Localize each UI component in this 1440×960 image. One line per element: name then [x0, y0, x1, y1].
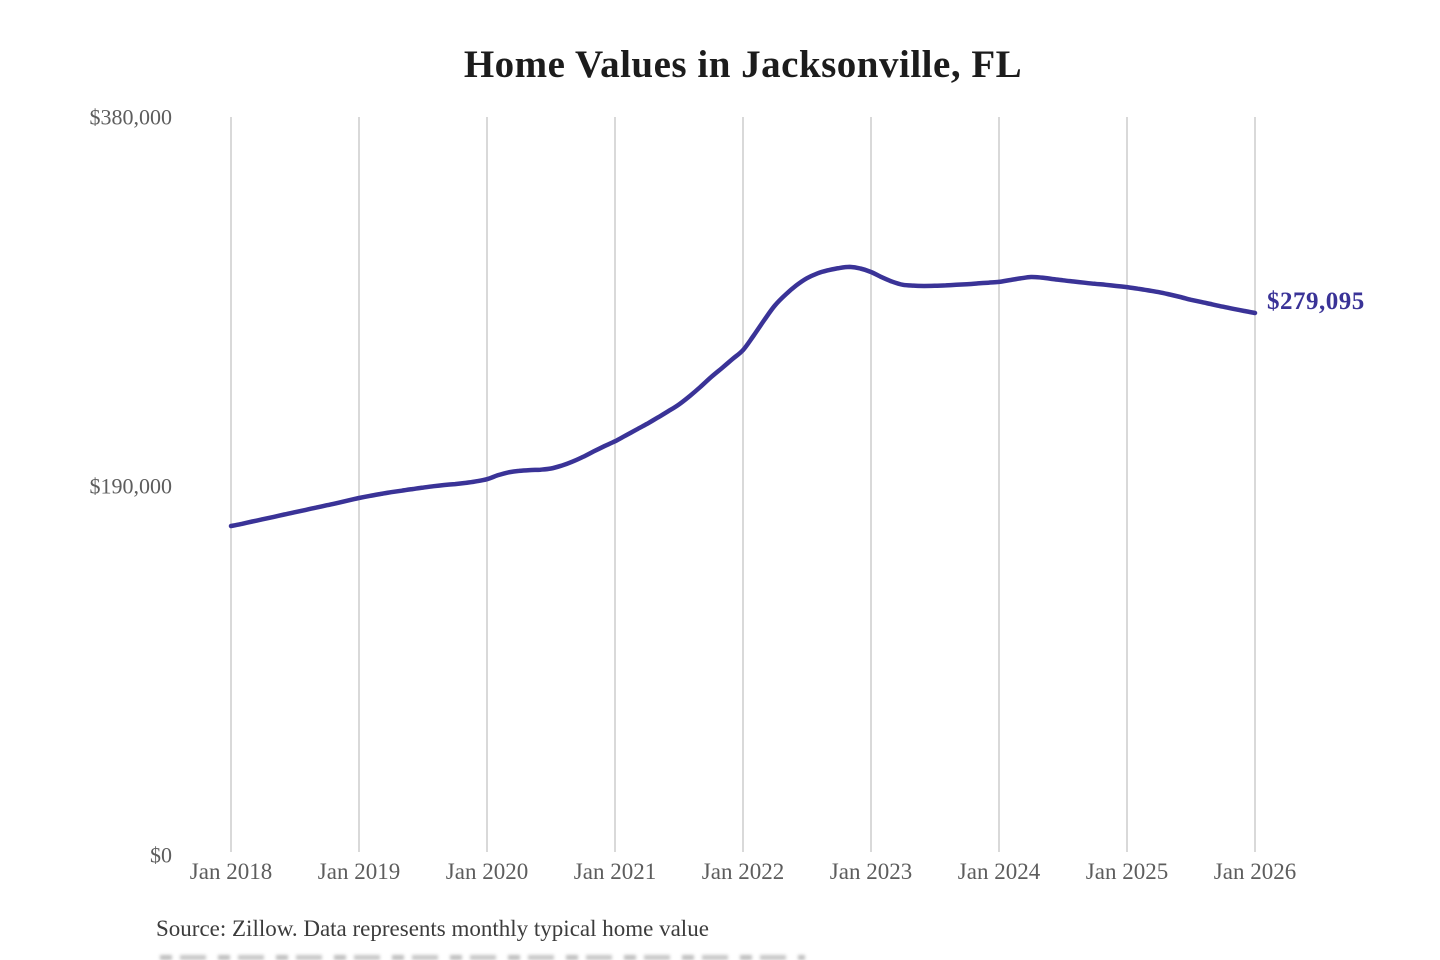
x-tick-label: Jan 2026 — [1214, 859, 1296, 884]
y-tick-label: $190,000 — [90, 474, 173, 499]
y-tick-label: $380,000 — [90, 105, 173, 130]
x-tick-label: Jan 2023 — [830, 859, 912, 884]
x-tick-label: Jan 2019 — [318, 859, 400, 884]
chart-title: Home Values in Jacksonville, FL — [463, 43, 1023, 86]
x-tick-label: Jan 2021 — [574, 859, 656, 884]
cropped-text-artifact — [160, 955, 805, 960]
source-note: Source: Zillow. Data represents monthly … — [156, 916, 709, 941]
home-value-line — [228, 264, 1258, 529]
x-tick-label: Jan 2022 — [702, 859, 784, 884]
y-tick-label: $0 — [150, 843, 172, 868]
x-tick-label: Jan 2020 — [446, 859, 528, 884]
x-tick-label: Jan 2018 — [190, 859, 272, 884]
x-tick-label: Jan 2024 — [958, 859, 1041, 884]
current-value-label: $279,095 — [1267, 288, 1365, 315]
x-tick-label: Jan 2025 — [1086, 859, 1168, 884]
